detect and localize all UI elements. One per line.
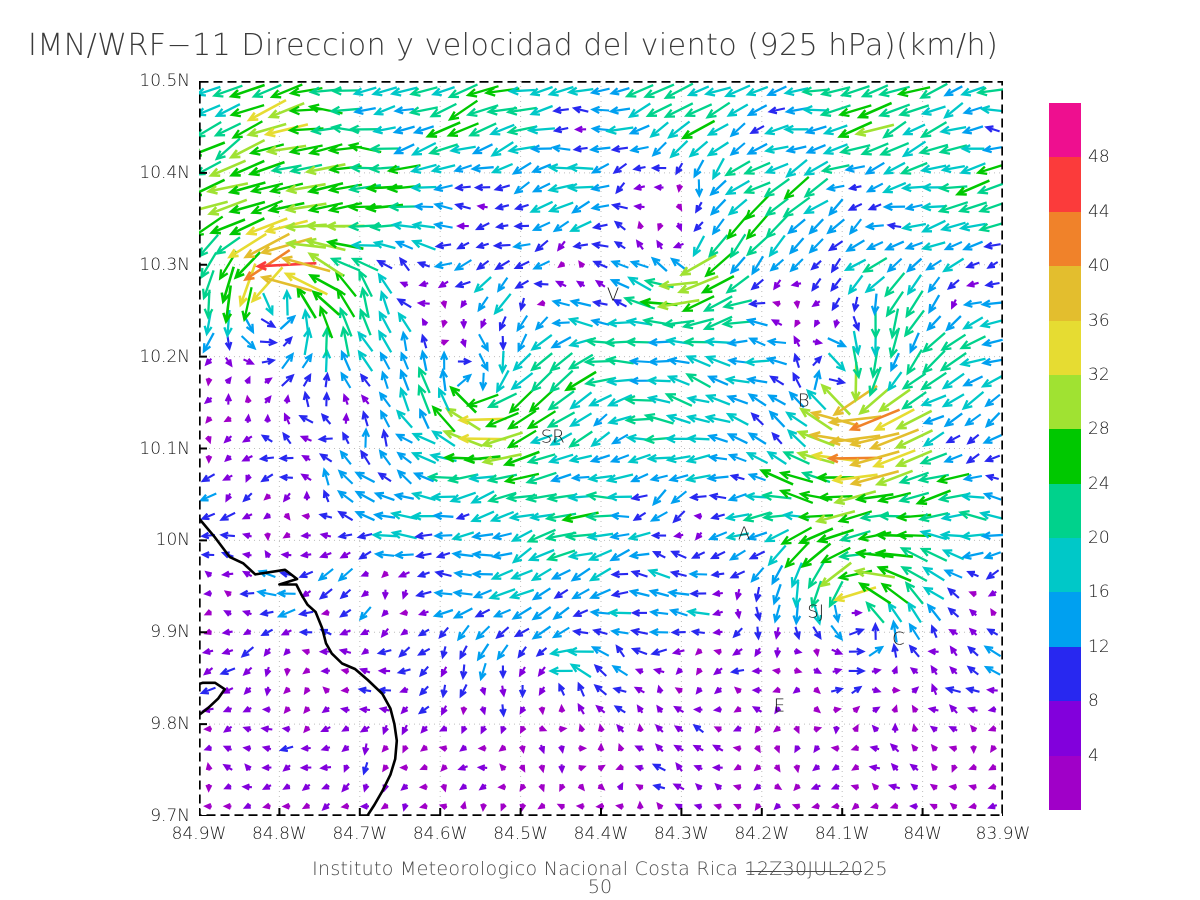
colorbar-tick-28: 28 <box>1088 419 1110 440</box>
colorbar-segment-4 <box>1049 320 1081 375</box>
colorbar-tick-48: 48 <box>1088 147 1110 168</box>
y-tick-10.5N: 10.5N <box>139 71 190 91</box>
x-tick-84.6W: 84.6W <box>412 824 468 844</box>
gridlines <box>199 81 1003 816</box>
colorbar-tick-12: 12 <box>1088 636 1110 657</box>
colorbar <box>1049 103 1081 810</box>
colorbar-tick-32: 32 <box>1088 364 1110 385</box>
x-tick-84.7W: 84.7W <box>332 824 388 844</box>
footer-credit: Instituto Meteorologico Nacional Costa R… <box>312 858 888 880</box>
y-tick-10.3N: 10.3N <box>139 254 190 275</box>
colorbar-segment-3 <box>1049 266 1081 321</box>
colorbar-segment-9 <box>1049 592 1081 647</box>
x-tick-84.1W: 84.1W <box>814 824 870 844</box>
y-tick-10.2N: 10.2N <box>139 346 190 367</box>
colorbar-tick-44: 44 <box>1088 201 1110 222</box>
colorbar-segment-7 <box>1049 483 1081 538</box>
colorbar-segment-11 <box>1049 701 1081 756</box>
colorbar-tick-24: 24 <box>1088 473 1110 494</box>
x-tick-84.9W: 84.9W <box>171 824 227 844</box>
colorbar-segment-8 <box>1049 538 1081 593</box>
coastline <box>199 516 399 816</box>
x-tick-84W: 84W <box>903 824 942 844</box>
colorbar-tick-8: 8 <box>1088 691 1099 712</box>
colorbar-segment-1 <box>1049 157 1081 212</box>
y-tick-10N: 10N <box>155 530 190 551</box>
y-tick-9.7N: 9.7N <box>150 806 190 826</box>
colorbar-segment-10 <box>1049 646 1081 702</box>
colorbar-segment-0 <box>1049 103 1081 158</box>
x-tick-84.8W: 84.8W <box>252 824 307 844</box>
colorbar-segment-6 <box>1049 429 1081 484</box>
colorbar-tick-16: 16 <box>1088 582 1110 603</box>
y-tick-9.8N: 9.8N <box>150 714 190 735</box>
x-tick-84.5W: 84.5W <box>493 824 548 844</box>
wind-arrows <box>199 82 1003 812</box>
plot-area <box>199 81 1003 816</box>
colorbar-tick-40: 40 <box>1088 256 1110 277</box>
x-tick-83.9W: 83.9W <box>975 824 1031 844</box>
reference-vector-line <box>746 871 862 872</box>
colorbar-tick-4: 4 <box>1088 745 1099 766</box>
x-tick-84.4W: 84.4W <box>573 824 629 844</box>
y-tick-10.1N: 10.1N <box>139 438 190 459</box>
colorbar-segment-2 <box>1049 211 1081 267</box>
colorbar-tick-36: 36 <box>1088 310 1110 331</box>
colorbar-segment-12 <box>1049 755 1081 810</box>
y-tick-10.4N: 10.4N <box>139 162 190 183</box>
colorbar-tick-20: 20 <box>1088 528 1110 549</box>
reference-vector-value: 50 <box>587 876 613 898</box>
vector-field-canvas <box>199 81 1003 816</box>
y-tick-9.9N: 9.9N <box>150 622 190 643</box>
x-tick-84.2W: 84.2W <box>734 824 790 844</box>
colorbar-segment-5 <box>1049 374 1081 430</box>
x-tick-84.3W: 84.3W <box>654 824 709 844</box>
page-title: IMN/WRF−11 Direccion y velocidad del vie… <box>28 28 999 63</box>
